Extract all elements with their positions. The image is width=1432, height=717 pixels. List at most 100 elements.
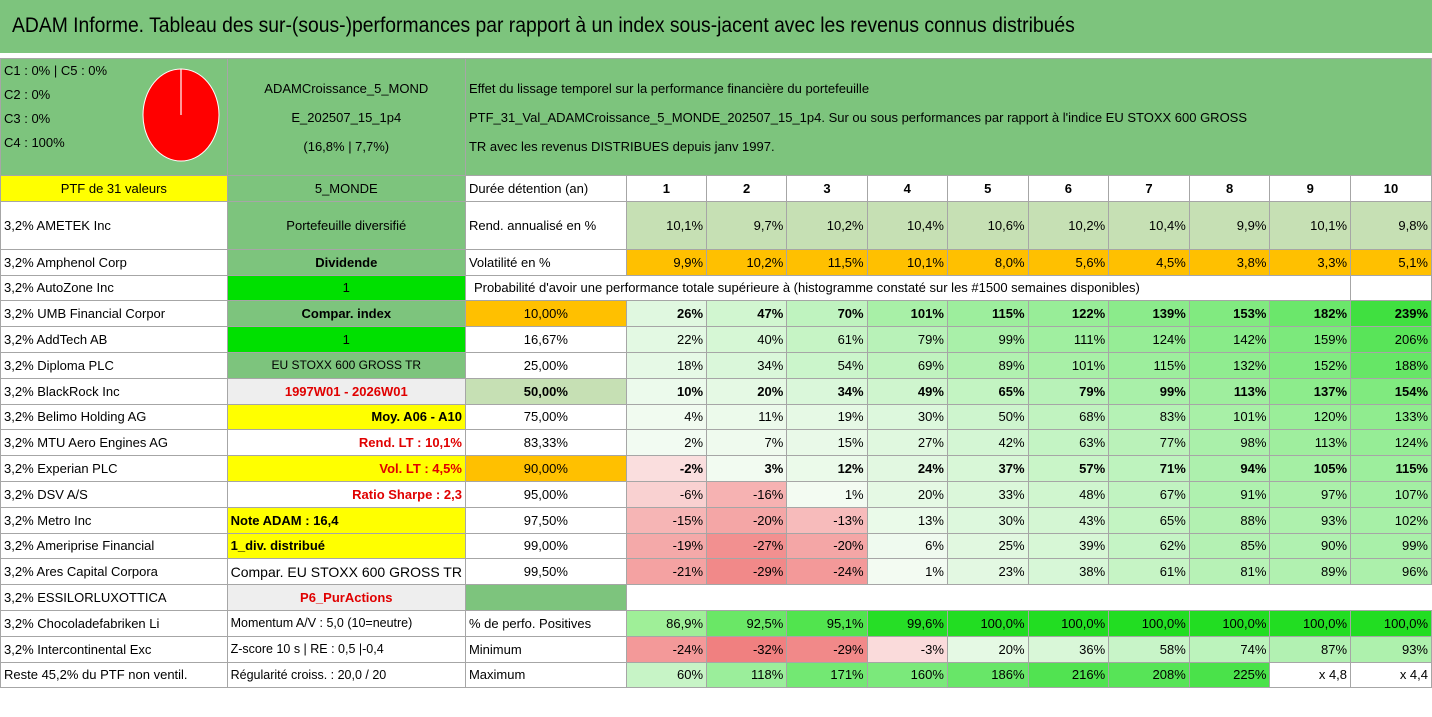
- prob-value: 159%: [1269, 326, 1352, 353]
- positives-value: 95,1%: [786, 609, 868, 637]
- prob-value: 10%: [625, 377, 708, 405]
- prob-value: 115%: [1108, 351, 1190, 379]
- prob-value: 107%: [1350, 480, 1432, 508]
- side-info: Vol. LT : 4,5%: [226, 455, 466, 482]
- minimum-value: -3%: [866, 635, 948, 663]
- prob-value: 115%: [946, 300, 1029, 328]
- prob-value: 182%: [1269, 300, 1352, 328]
- maximum-value: 186%: [946, 661, 1029, 689]
- prob-value: 50%: [946, 403, 1029, 431]
- minimum-label: Minimum: [464, 635, 627, 663]
- rend-value: 9,9%: [1188, 200, 1271, 250]
- maximum-value: 60%: [625, 661, 708, 689]
- side-info: P6_PurActions: [226, 584, 466, 611]
- years-header-row: PTF de 31 valeurs 5_MONDE Durée détention …: [0, 175, 1432, 202]
- prob-value: 97%: [1269, 480, 1352, 508]
- minimum-value: -24%: [625, 635, 708, 663]
- positives-value: 100,0%: [1027, 609, 1110, 637]
- empty-cell: [1350, 274, 1432, 302]
- table-row: 3,2% Amphenol Corp Dividende Volatilité en…: [0, 248, 1432, 276]
- vol-value: 10,1%: [866, 248, 948, 276]
- rend-value: 10,1%: [1269, 200, 1352, 250]
- prob-value: 120%: [1269, 403, 1352, 431]
- prob-value: 99%: [1350, 532, 1432, 560]
- portfolio-name-cell: ADAMCroissance_5_MOND E_202507_15_1p4 (1…: [226, 58, 466, 176]
- prob-value: 101%: [866, 300, 948, 328]
- prob-value: 91%: [1188, 480, 1271, 508]
- prob-value: 90%: [1269, 532, 1352, 560]
- prob-value: 1%: [866, 558, 948, 586]
- prob-value: 48%: [1027, 480, 1110, 508]
- empty-area: [626, 585, 1431, 611]
- prob-value: 68%: [1027, 403, 1110, 431]
- description-line2: PTF_31_Val_ADAMCroissance_5_MONDE_202507…: [468, 109, 1248, 125]
- prob-value: 81%: [1188, 558, 1271, 586]
- prob-value: 12%: [786, 455, 868, 482]
- prob-value: 43%: [1027, 506, 1110, 534]
- prob-value: -27%: [706, 532, 788, 560]
- prob-value: 38%: [1027, 558, 1110, 586]
- holding-name: 3,2% AMETEK Inc: [0, 200, 228, 250]
- prob-value: 137%: [1269, 377, 1352, 405]
- prob-value: 2%: [625, 429, 708, 457]
- year-header: 7: [1108, 175, 1190, 202]
- side-info: Z-score 10 s | RE : 0,5 |-0,4: [226, 635, 466, 663]
- maximum-label: Maximum: [464, 661, 627, 689]
- prob-level: 99,00%: [464, 532, 627, 560]
- prob-value: 67%: [1108, 480, 1190, 508]
- maximum-value: 208%: [1108, 661, 1190, 689]
- table-row: 3,2% DSV A/S Ratio Sharpe : 2,3 95,00% -6% -…: [0, 480, 1432, 508]
- prob-value: 63%: [1027, 429, 1110, 457]
- maximum-value: x 4,4: [1350, 661, 1432, 689]
- prob-value: 49%: [866, 377, 948, 405]
- prob-value: 101%: [1027, 351, 1110, 379]
- prob-value: 99%: [1108, 377, 1190, 405]
- prob-value: 69%: [866, 351, 948, 379]
- holding-name: 3,2% Metro Inc: [0, 506, 228, 534]
- positives-value: 100,0%: [1108, 609, 1190, 637]
- vol-value: 5,6%: [1027, 248, 1110, 276]
- prob-value: 88%: [1188, 506, 1271, 534]
- prob-value: 54%: [786, 351, 868, 379]
- prob-level: 16,67%: [464, 326, 627, 353]
- prob-value: 34%: [706, 351, 788, 379]
- prob-value: 77%: [1108, 429, 1190, 457]
- prob-value: -15%: [625, 506, 708, 534]
- prob-value: 20%: [706, 377, 788, 405]
- positives-value: 100,0%: [1188, 609, 1271, 637]
- prob-value: 79%: [866, 326, 948, 353]
- holding-name: 3,2% DSV A/S: [0, 480, 228, 508]
- table-row: 3,2% Intercontinental Exc Z-score 10 s | …: [0, 635, 1432, 663]
- description-line3: TR avec les revenus DISTRIBUES depuis ja…: [468, 138, 775, 154]
- prob-value: -19%: [625, 532, 708, 560]
- prob-value: 153%: [1188, 300, 1271, 328]
- positives-value: 99,6%: [866, 609, 948, 637]
- prob-value: 61%: [1108, 558, 1190, 586]
- rend-value: 10,2%: [786, 200, 868, 250]
- allocation-pie-chart: [142, 68, 220, 162]
- prob-value: 152%: [1269, 351, 1352, 379]
- prob-level: 50,00%: [464, 377, 627, 405]
- prob-value: 101%: [1188, 403, 1271, 431]
- prob-value: -2%: [625, 455, 708, 482]
- table-row: 3,2% Chocoladefabriken Li Momentum A/V : …: [0, 609, 1432, 637]
- description-line1: Effet du lissage temporel sur la perform…: [468, 80, 870, 96]
- prob-value: 105%: [1269, 455, 1352, 482]
- side-info: Régularité croiss. : 20,0 / 20: [226, 661, 466, 689]
- prob-value: 4%: [625, 403, 708, 431]
- prob-value: 89%: [946, 351, 1029, 379]
- prob-value: 124%: [1350, 429, 1432, 457]
- prob-level: 83,33%: [464, 429, 627, 457]
- class-c1: C1 : 0% | C5 : 0%: [4, 63, 108, 78]
- year-header: 4: [866, 175, 948, 202]
- minimum-value: 87%: [1269, 635, 1352, 663]
- prob-value: 25%: [946, 532, 1029, 560]
- vol-value: 8,0%: [946, 248, 1029, 276]
- prob-value: 26%: [625, 300, 708, 328]
- side-info: Rend. LT : 10,1%: [226, 429, 466, 457]
- prob-value: 70%: [786, 300, 868, 328]
- prob-value: -24%: [786, 558, 868, 586]
- prob-level: 75,00%: [464, 403, 627, 431]
- prob-value: 139%: [1108, 300, 1190, 328]
- prob-value: 30%: [946, 506, 1029, 534]
